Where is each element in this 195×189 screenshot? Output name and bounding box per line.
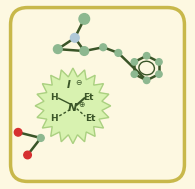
Text: H: H (50, 114, 58, 123)
FancyBboxPatch shape (11, 8, 184, 181)
Text: Et: Et (85, 114, 95, 123)
Circle shape (115, 50, 122, 56)
Circle shape (24, 151, 31, 159)
Circle shape (156, 59, 162, 65)
Circle shape (80, 47, 89, 55)
Polygon shape (35, 68, 111, 144)
Text: N: N (67, 103, 77, 113)
Circle shape (100, 44, 107, 51)
Circle shape (131, 59, 138, 65)
Text: ⊕: ⊕ (78, 100, 85, 109)
Text: Et: Et (83, 93, 93, 102)
Circle shape (53, 45, 62, 53)
Circle shape (70, 33, 79, 42)
Circle shape (37, 135, 44, 141)
Circle shape (131, 71, 138, 77)
Text: I: I (67, 80, 71, 90)
Circle shape (144, 53, 150, 59)
Text: ⊖: ⊖ (75, 78, 81, 87)
Circle shape (14, 129, 22, 136)
Text: H: H (50, 93, 58, 102)
Circle shape (156, 71, 162, 77)
Circle shape (144, 77, 150, 84)
Circle shape (79, 14, 90, 24)
